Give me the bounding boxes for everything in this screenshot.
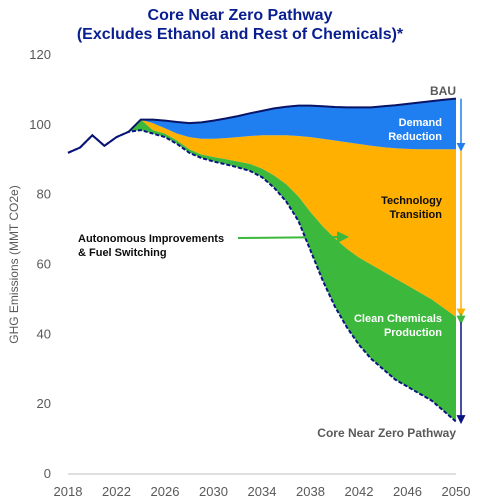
y-tick-label: 120	[29, 47, 51, 62]
y-tick-label: 20	[37, 396, 51, 411]
chart-title-line-2: (Excludes Ethanol and Rest of Chemicals)…	[76, 26, 404, 43]
line-layers	[67, 97, 457, 423]
autonomous-label-1: Autonomous Improvements	[78, 233, 224, 245]
axes: 2018 2022 2026 2030 2034 2038 2042 2046 2050 0 20 4…	[7, 47, 470, 499]
x-tick-label: 2034	[248, 484, 277, 499]
arrows	[237, 98, 466, 425]
autonomous-pointer-arrow	[237, 231, 349, 244]
technology-label-1: Technology	[381, 195, 443, 207]
autonomous-label-2: & Fuel Switching	[78, 247, 167, 259]
core-pathway-line	[67, 129, 457, 423]
x-tick-label: 2030	[199, 484, 228, 499]
chart-title: Core Near Zero Pathway (Excludes Ethanol…	[0, 6, 480, 44]
technology-transition-area	[68, 119, 456, 317]
y-tick-label: 60	[37, 257, 51, 272]
x-tick-label: 2026	[151, 484, 180, 499]
y-tick-label: 0	[44, 466, 51, 481]
chart-title-line-1: Core Near Zero Pathway	[147, 7, 333, 24]
x-tick-label: 2050	[442, 484, 471, 499]
y-axis-label: GHG Emissions (MMT CO2e)	[7, 185, 21, 343]
demand-label-1: Demand	[399, 117, 442, 129]
bau-label: BAU	[430, 84, 456, 98]
demand-reduction-area	[68, 98, 456, 153]
clean-label-1: Clean Chemicals	[354, 313, 442, 325]
core-pathway-label: Core Near Zero Pathway	[317, 426, 456, 440]
clean-label-2: Production	[384, 327, 442, 339]
y-tick-label: 100	[29, 117, 51, 132]
technology-label-2: Transition	[389, 209, 442, 221]
demand-label-2: Reduction	[388, 131, 442, 143]
x-tick-label: 2038	[296, 484, 325, 499]
below-core-mask	[68, 130, 456, 474]
x-tick-label: 2042	[345, 484, 374, 499]
area-layers	[68, 98, 456, 474]
x-tick-label: 2046	[393, 484, 422, 499]
y-tick-label: 80	[37, 187, 51, 202]
y-tick-label: 40	[37, 326, 51, 341]
x-tick-label: 2022	[102, 484, 131, 499]
annotations: BAU Demand Reduction Technology Transition Au…	[78, 84, 456, 440]
x-tick-label: 2018	[54, 484, 83, 499]
bau-line	[67, 97, 457, 154]
